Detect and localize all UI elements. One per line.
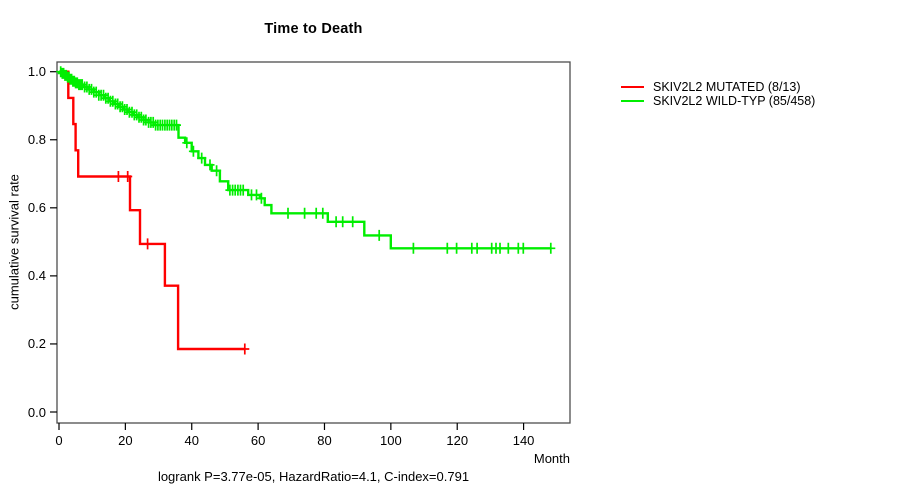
y-tick-label: 0.6 (27, 200, 46, 216)
legend-label-wildtype: SKIV2L2 WILD-TYP (85/458) (653, 94, 816, 108)
x-tick-label: 140 (512, 433, 535, 448)
legend-line-green (621, 99, 644, 103)
x-tick-label: 20 (118, 433, 133, 448)
plot-title: Time to Death (264, 21, 363, 37)
km-curve-wildtype (59, 70, 552, 250)
y-tick-label: 0.4 (27, 268, 46, 284)
censor-marks-wildtype (56, 66, 556, 254)
km-curve-mutated (59, 70, 245, 351)
x-tick-label: 40 (184, 433, 199, 448)
x-tick-label: 0 (55, 433, 63, 448)
legend-line-red (621, 85, 644, 89)
x-tick-label: 60 (250, 433, 266, 448)
legend-label-mutated: SKIV2L2 MUTATED (8/13) (653, 80, 801, 94)
y-tick-label: 0.8 (27, 132, 46, 148)
x-axis-label: Month (533, 451, 570, 466)
censor-marks-mutated (113, 171, 250, 355)
legend: SKIV2L2 MUTATED (8/13) SKIV2L2 WILD-TYP … (621, 80, 815, 108)
legend-item-wildtype: SKIV2L2 WILD-TYP (85/458) (621, 94, 815, 108)
legend-item-mutated: SKIV2L2 MUTATED (8/13) (621, 80, 815, 94)
y-tick-label: 0.2 (27, 336, 46, 352)
plot-box (56, 61, 571, 424)
x-tick-label: 80 (317, 433, 332, 448)
y-tick-label: 1.0 (27, 64, 46, 80)
stats-caption: logrank P=3.77e-05, HazardRatio=4.1, C-i… (157, 469, 470, 484)
y-tick-label: 0.0 (27, 404, 46, 420)
x-tick-label: 100 (379, 433, 402, 448)
x-tick-label: 120 (446, 433, 469, 448)
y-axis-label: cumulative survival rate (6, 174, 22, 310)
